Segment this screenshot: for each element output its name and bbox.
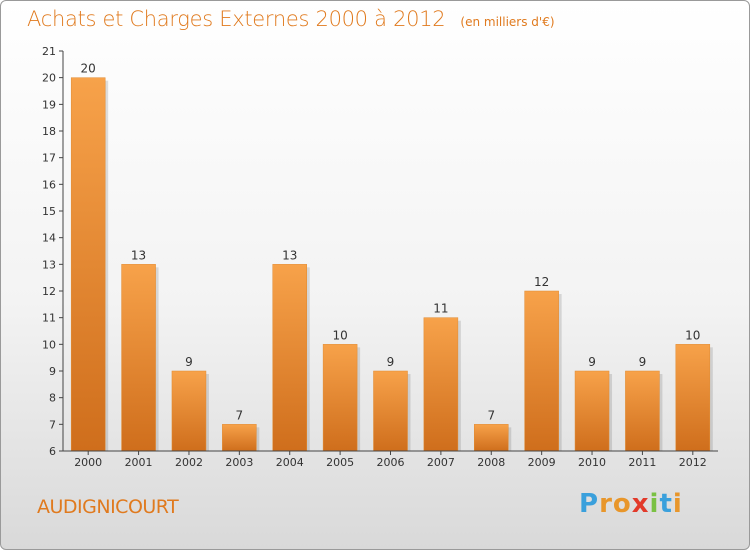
logo-letter: P xyxy=(579,489,600,519)
chart-title: Achats et Charges Externes 2000 à 2012 xyxy=(27,7,446,31)
data-label: 20 xyxy=(81,62,96,76)
data-label: 11 xyxy=(433,302,448,316)
data-label: 9 xyxy=(588,355,596,369)
bar xyxy=(625,370,660,452)
x-tick-label: 2005 xyxy=(326,456,354,469)
data-label: 7 xyxy=(236,408,244,422)
location-name: AUDIGNICOURT xyxy=(37,496,179,518)
x-tick-label: 2008 xyxy=(477,456,505,469)
bar xyxy=(474,424,509,452)
x-tick-label: 2004 xyxy=(276,456,304,469)
bar xyxy=(423,317,459,452)
chart-unit: (en milliers d'€) xyxy=(460,15,555,29)
y-tick-label: 7 xyxy=(49,418,56,431)
y-tick-label: 16 xyxy=(42,178,56,191)
data-label: 13 xyxy=(131,248,146,262)
x-axis: 2000 2001 2002 2003 2004 2005 2006 2007 2008 2009… xyxy=(63,450,718,469)
bar xyxy=(574,370,610,452)
x-tick-label: 2009 xyxy=(528,456,556,469)
y-tick-label: 21 xyxy=(42,45,56,58)
y-tick-label: 13 xyxy=(42,258,56,271)
data-label: 7 xyxy=(487,408,495,422)
data-label: 10 xyxy=(332,328,347,342)
title-block: Achats et Charges Externes 2000 à 2012 (… xyxy=(27,7,555,31)
bar xyxy=(524,290,559,452)
bar xyxy=(70,77,106,452)
x-tick-label: 2003 xyxy=(225,456,253,469)
bar xyxy=(222,424,257,452)
x-tick-label: 2011 xyxy=(628,456,656,469)
y-tick-label: 15 xyxy=(42,205,56,218)
bar xyxy=(373,370,408,452)
y-tick-label: 18 xyxy=(42,125,56,138)
x-tick-label: 2001 xyxy=(125,456,153,469)
logo-letter: o xyxy=(612,489,632,519)
bar xyxy=(675,344,711,452)
x-tick-label: 2006 xyxy=(377,456,405,469)
y-tick-label: 12 xyxy=(42,285,56,298)
bar xyxy=(322,344,358,452)
logo-letter: i xyxy=(672,489,683,519)
x-tick-label: 2012 xyxy=(679,456,707,469)
bars: 20 13 9 7 13 10 9 11 7 12 9 9 10 xyxy=(70,62,713,452)
data-label: 13 xyxy=(282,248,297,262)
bar xyxy=(171,370,207,452)
y-axis: 6 7 8 9 10 11 12 13 14 15 16 17 18 19 20 21 xyxy=(42,45,64,458)
data-label: 9 xyxy=(639,355,647,369)
y-tick-label: 14 xyxy=(42,232,56,245)
x-tick-label: 2002 xyxy=(175,456,203,469)
logo-letter: t xyxy=(659,489,673,519)
x-tick-label: 2010 xyxy=(578,456,606,469)
proxiti-logo: Proxiti xyxy=(579,489,683,519)
logo-letter: x xyxy=(631,489,650,519)
data-label: 12 xyxy=(534,275,549,289)
y-tick-label: 19 xyxy=(42,98,56,111)
data-label: 9 xyxy=(185,355,193,369)
y-tick-label: 17 xyxy=(42,152,56,165)
y-tick-label: 10 xyxy=(42,338,56,351)
y-tick-label: 11 xyxy=(42,312,56,325)
logo-letter: r xyxy=(599,489,613,519)
data-label: 10 xyxy=(685,328,700,342)
y-tick-label: 20 xyxy=(42,72,56,85)
x-tick-label: 2000 xyxy=(74,456,102,469)
bar xyxy=(121,264,156,452)
x-tick-label: 2007 xyxy=(427,456,455,469)
logo-letter: i xyxy=(649,489,660,519)
y-tick-label: 9 xyxy=(49,365,56,378)
bar xyxy=(272,264,307,452)
y-tick-label: 8 xyxy=(49,392,56,405)
y-tick-label: 6 xyxy=(49,445,56,458)
data-label: 9 xyxy=(387,355,395,369)
